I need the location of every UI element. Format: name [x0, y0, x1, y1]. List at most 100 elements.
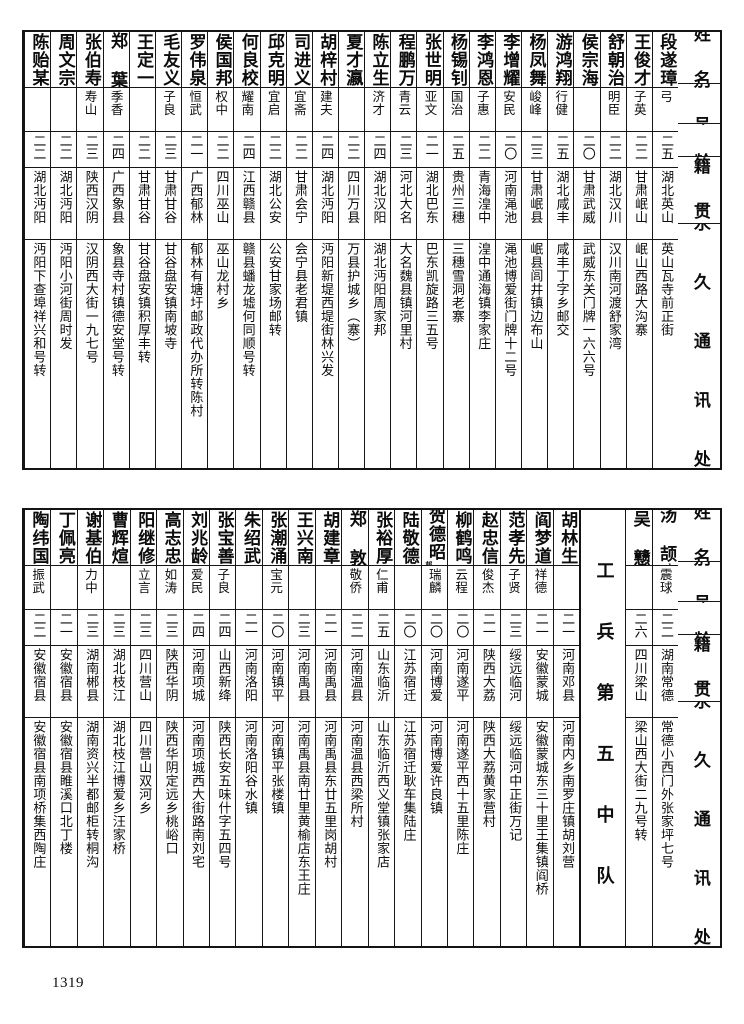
name-cell: 范孝先 — [500, 510, 527, 566]
person-column[interactable]: 张裕厚 仁甫 二五 山东临沂 山东临沂西义堂镇张家店 — [367, 510, 395, 946]
alias-cell: 俊杰 — [474, 566, 500, 610]
age-cell: 二二 — [626, 132, 652, 168]
address-cell: 四川营山双河乡 — [136, 720, 152, 815]
person-column[interactable]: 张潮涌 宝元 二〇 河南镇平 河南镇平张楼镇 — [261, 510, 289, 946]
person-column[interactable]: 何良校 耀南 二四 江西赣县 赣县蟠龙墟何同顺号转 — [233, 32, 260, 468]
origin-cell: 河南禹县 — [289, 646, 315, 718]
person-column[interactable]: 阎梦道 祥德 二一 安徽蒙城 安徽蒙城东三十里王集镇阎桥 — [526, 510, 553, 946]
alias-cell: 子英 — [626, 88, 652, 132]
alias-cell: 子良 — [210, 566, 236, 610]
person-column[interactable]: 李鸿恩 子惠 二二 青海湟中 湟中通海镇李家庄 — [468, 32, 495, 468]
person-column[interactable]: 陈立生 济才 二四 湖北汉阳 湖北沔阳周家邦 — [364, 32, 391, 468]
person-column[interactable]: 邱克明 宜启 二二 湖北公安 公安甘家场邮转 — [259, 32, 286, 468]
person-column[interactable]: 吴 戆二六 四川梁山 梁山西大街二九号转 — [625, 510, 652, 946]
origin-cell: 湖北公安 — [260, 168, 286, 240]
person-column[interactable]: 陆敬德 二〇 江苏宿迁 江苏宿迁耿车集陆庄 — [394, 510, 421, 946]
person-column[interactable]: 程鹏万 青云 二三 河北大名 大名魏县镇河里村 — [390, 32, 417, 468]
person-column[interactable]: 张伯寿 寿山 二三 陕西汉阴 汉阴西大街一九七号 — [76, 32, 103, 468]
person-column[interactable]: 谢基伯 力中 二三 湖南郴县 湖南资兴半都邮柜转桐沟 — [76, 510, 104, 946]
name-cell: 胡建章 — [315, 510, 342, 566]
address-cell: 沔阳小河街周时发 — [56, 242, 72, 350]
person-column[interactable]: 赵忠信 俊杰 二一 陕西大荔 陕西大荔黄家营村 — [473, 510, 500, 946]
name-cell: 朱绍武 — [236, 510, 262, 566]
header-name: 姓 名 — [678, 32, 720, 84]
address-cell: 河南博爱许良镇 — [426, 720, 442, 815]
age-cell: 二二 — [208, 132, 234, 168]
person-column[interactable]: 陈贻某 二二 湖北沔阳 沔阳下查埠祥兴和号转 — [24, 32, 51, 468]
address-cell: 英山瓦寺前正街 — [658, 242, 674, 337]
person-column[interactable]: 胡林生 二一 河南邓县 河南内乡南罗庄镇胡刘营 — [552, 510, 580, 946]
address-cell: 巴东凯旋路三五号 — [422, 242, 438, 350]
address-cell: 河南禹县东廿五里岗胡村 — [321, 720, 337, 869]
person-column[interactable]: 阳继修 立言 二三 四川营山 四川营山双河乡 — [129, 510, 157, 946]
address-cell: 河南温县西梁所村 — [347, 720, 363, 828]
person-column[interactable]: 李增耀 安民 二〇 河南渑池 渑池博爱街门牌十二号 — [494, 32, 522, 468]
person-column[interactable]: 侯国邦 权中 二二 四川巫山 巫山龙村乡 — [207, 32, 234, 468]
origin-cell: 绥远临河 — [500, 646, 527, 718]
origin-cell: 江西赣县 — [234, 168, 260, 240]
age-cell: 二一 — [527, 610, 553, 646]
person-column[interactable]: 罗伟泉 恒武 二一 广西郁林 郁林有塘圩邮政代办所转陈村 — [181, 32, 208, 468]
person-column[interactable]: 夏才瀛 二二 四川万县 万县护城乡（寨） — [337, 32, 365, 468]
address-cell: 梁山西大街二九号转 — [631, 720, 647, 842]
origin-cell: 甘肃会宁 — [286, 168, 312, 240]
person-column[interactable]: 胡梓村 建夫 二四 湖北沔阳 沔阳新堤西堤街林兴发 — [311, 32, 338, 468]
person-column[interactable]: 王俊才 子英 二二 甘肃岷山 岷山西路大沟寨 — [625, 32, 652, 468]
alias-cell: 子惠 — [469, 88, 495, 132]
person-column[interactable]: 曹辉煊 二三 湖北枝江 湖北枝江博爱乡汪家桥 — [103, 510, 130, 946]
person-column[interactable]: 郑 葉季香 二四 广西象县 象县寺村镇德安堂号转 — [102, 32, 129, 468]
person-column[interactable]: 朱绍武 二一 河南洛阳 河南洛阳谷水镇 — [235, 510, 262, 946]
person-column[interactable]: 陶纬国 振武 二二 安徽宿县 安徽宿县南项桥集西陶庄 — [23, 510, 51, 946]
person-column[interactable]: 司进义 宜斋 二二 甘肃会宁 会宁县老君镇 — [285, 32, 312, 468]
person-column[interactable]: 柳鹤鸣 云程 二〇 河南遂平 河南遂平西十五里陈庄 — [446, 510, 474, 946]
person-column[interactable]: 郑 敦敬侨 二二 河南温县 河南温县西梁所村 — [341, 510, 368, 946]
alias-cell: 济才 — [365, 88, 391, 132]
name-cell: 刘兆龄 — [183, 510, 209, 566]
name-cell: 舒朝治 — [600, 32, 626, 88]
name-cell: 张裕厚 — [368, 510, 395, 566]
alias-cell: 恒武 — [182, 88, 208, 132]
header-age: 年 龄 — [678, 602, 720, 636]
person-column[interactable]: 舒朝治 明臣 二二 湖北汉川 汉川南河渡舒家湾 — [599, 32, 626, 468]
age-cell: 二一 — [417, 132, 443, 168]
person-column[interactable]: 丁佩亮 二一 安徽宿县 安徽宿县睢溪口北丁楼 — [50, 510, 77, 946]
person-column[interactable]: 段遂璋弓二五 湖北英山 英山瓦寺前正街 — [651, 32, 678, 468]
person-column[interactable]: 侯宗海 二〇 甘肃武威 武威东关门牌一六六号 — [573, 32, 600, 468]
person-column[interactable]: 毛友义 子良 二三 甘肃甘谷 甘谷盘安镇南坡寺 — [154, 32, 182, 468]
alias-cell: 祥德 — [527, 566, 553, 610]
origin-cell: 山东临沂 — [368, 646, 395, 718]
origin-cell: 河南洛阳 — [236, 646, 262, 718]
person-column[interactable]: 范孝先 子贤 二三 绥远临河 绥远临河中正街万记 — [499, 510, 527, 946]
person-column[interactable]: 张宝善 子良 二四 山西新绛 陕西长安五味什字五四号 — [209, 510, 236, 946]
alias-cell: 宜斋 — [286, 88, 312, 132]
name-cell: 汤 颉omk — [652, 510, 678, 566]
name-cell: 郑 葉 — [103, 32, 129, 88]
column-headers: 姓 名别 号年 龄籍 贯永 久 通 讯 处 — [678, 510, 720, 946]
person-column[interactable]: 汤 颉omk震球二二湖南常德常德小西门外张家坪七号 — [651, 510, 678, 946]
person-column[interactable]: 周文宗 二二 湖北沔阳 沔阳小河街周时发 — [50, 32, 77, 468]
name-cell: 胡林生 — [553, 510, 580, 566]
person-column[interactable]: 高志忠 如涛 二三 陕西华阴 陕西华阴定远乡桃峪口 — [156, 510, 183, 946]
alias-cell: 瑞麟 — [421, 566, 447, 610]
person-column[interactable]: 胡建章 二一 河南禹县 河南禹县东廿五里岗胡村 — [314, 510, 342, 946]
person-column[interactable]: 张世明 亚文 二一 湖北巴东 巴东凯旋路三五号 — [416, 32, 443, 468]
origin-cell: 湖北沔阳 — [51, 168, 77, 240]
origin-cell: 河北大名 — [391, 168, 417, 240]
origin-cell: 河南镇平 — [262, 646, 289, 718]
origin-cell: 湖北汉阳 — [365, 168, 391, 240]
origin-cell: 青海湟中 — [469, 168, 495, 240]
person-column[interactable]: 杨凤舞 峻峰 二三 甘肃岷县 岷县闾井镇边布山 — [521, 32, 548, 468]
person-column[interactable]: 游鸿翔 行健 二五 湖北咸丰 咸丰丁字乡邮交 — [547, 32, 574, 468]
alias-cell: 亚文 — [417, 88, 443, 132]
person-column[interactable]: 王定一 二二 甘肃甘谷 甘谷盘安镇积厚丰转 — [128, 32, 155, 468]
person-column[interactable]: 刘兆龄 爱民 二四 河南项城 河南项城西大街路南刘宅 — [182, 510, 209, 946]
origin-cell: 湖北巴东 — [417, 168, 443, 240]
name-cell: 邱克明 — [260, 32, 286, 88]
person-column[interactable]: 贺德昭邨 瑞麟 二〇 河南博爱 河南博爱许良镇 — [420, 510, 447, 946]
age-cell: 二三 — [289, 610, 315, 646]
person-column[interactable]: 杨锡钊 国治 二五 贵州三穗 三穗雪洞老寨 — [442, 32, 469, 468]
person-column[interactable]: 王兴南 二三 河南禹县 河南禹县南廿里黄榆店东王庄 — [288, 510, 315, 946]
alias-cell: 权中 — [208, 88, 234, 132]
address-cell: 万县护城乡（寨） — [344, 242, 360, 350]
name-annotation: omk — [656, 563, 673, 565]
